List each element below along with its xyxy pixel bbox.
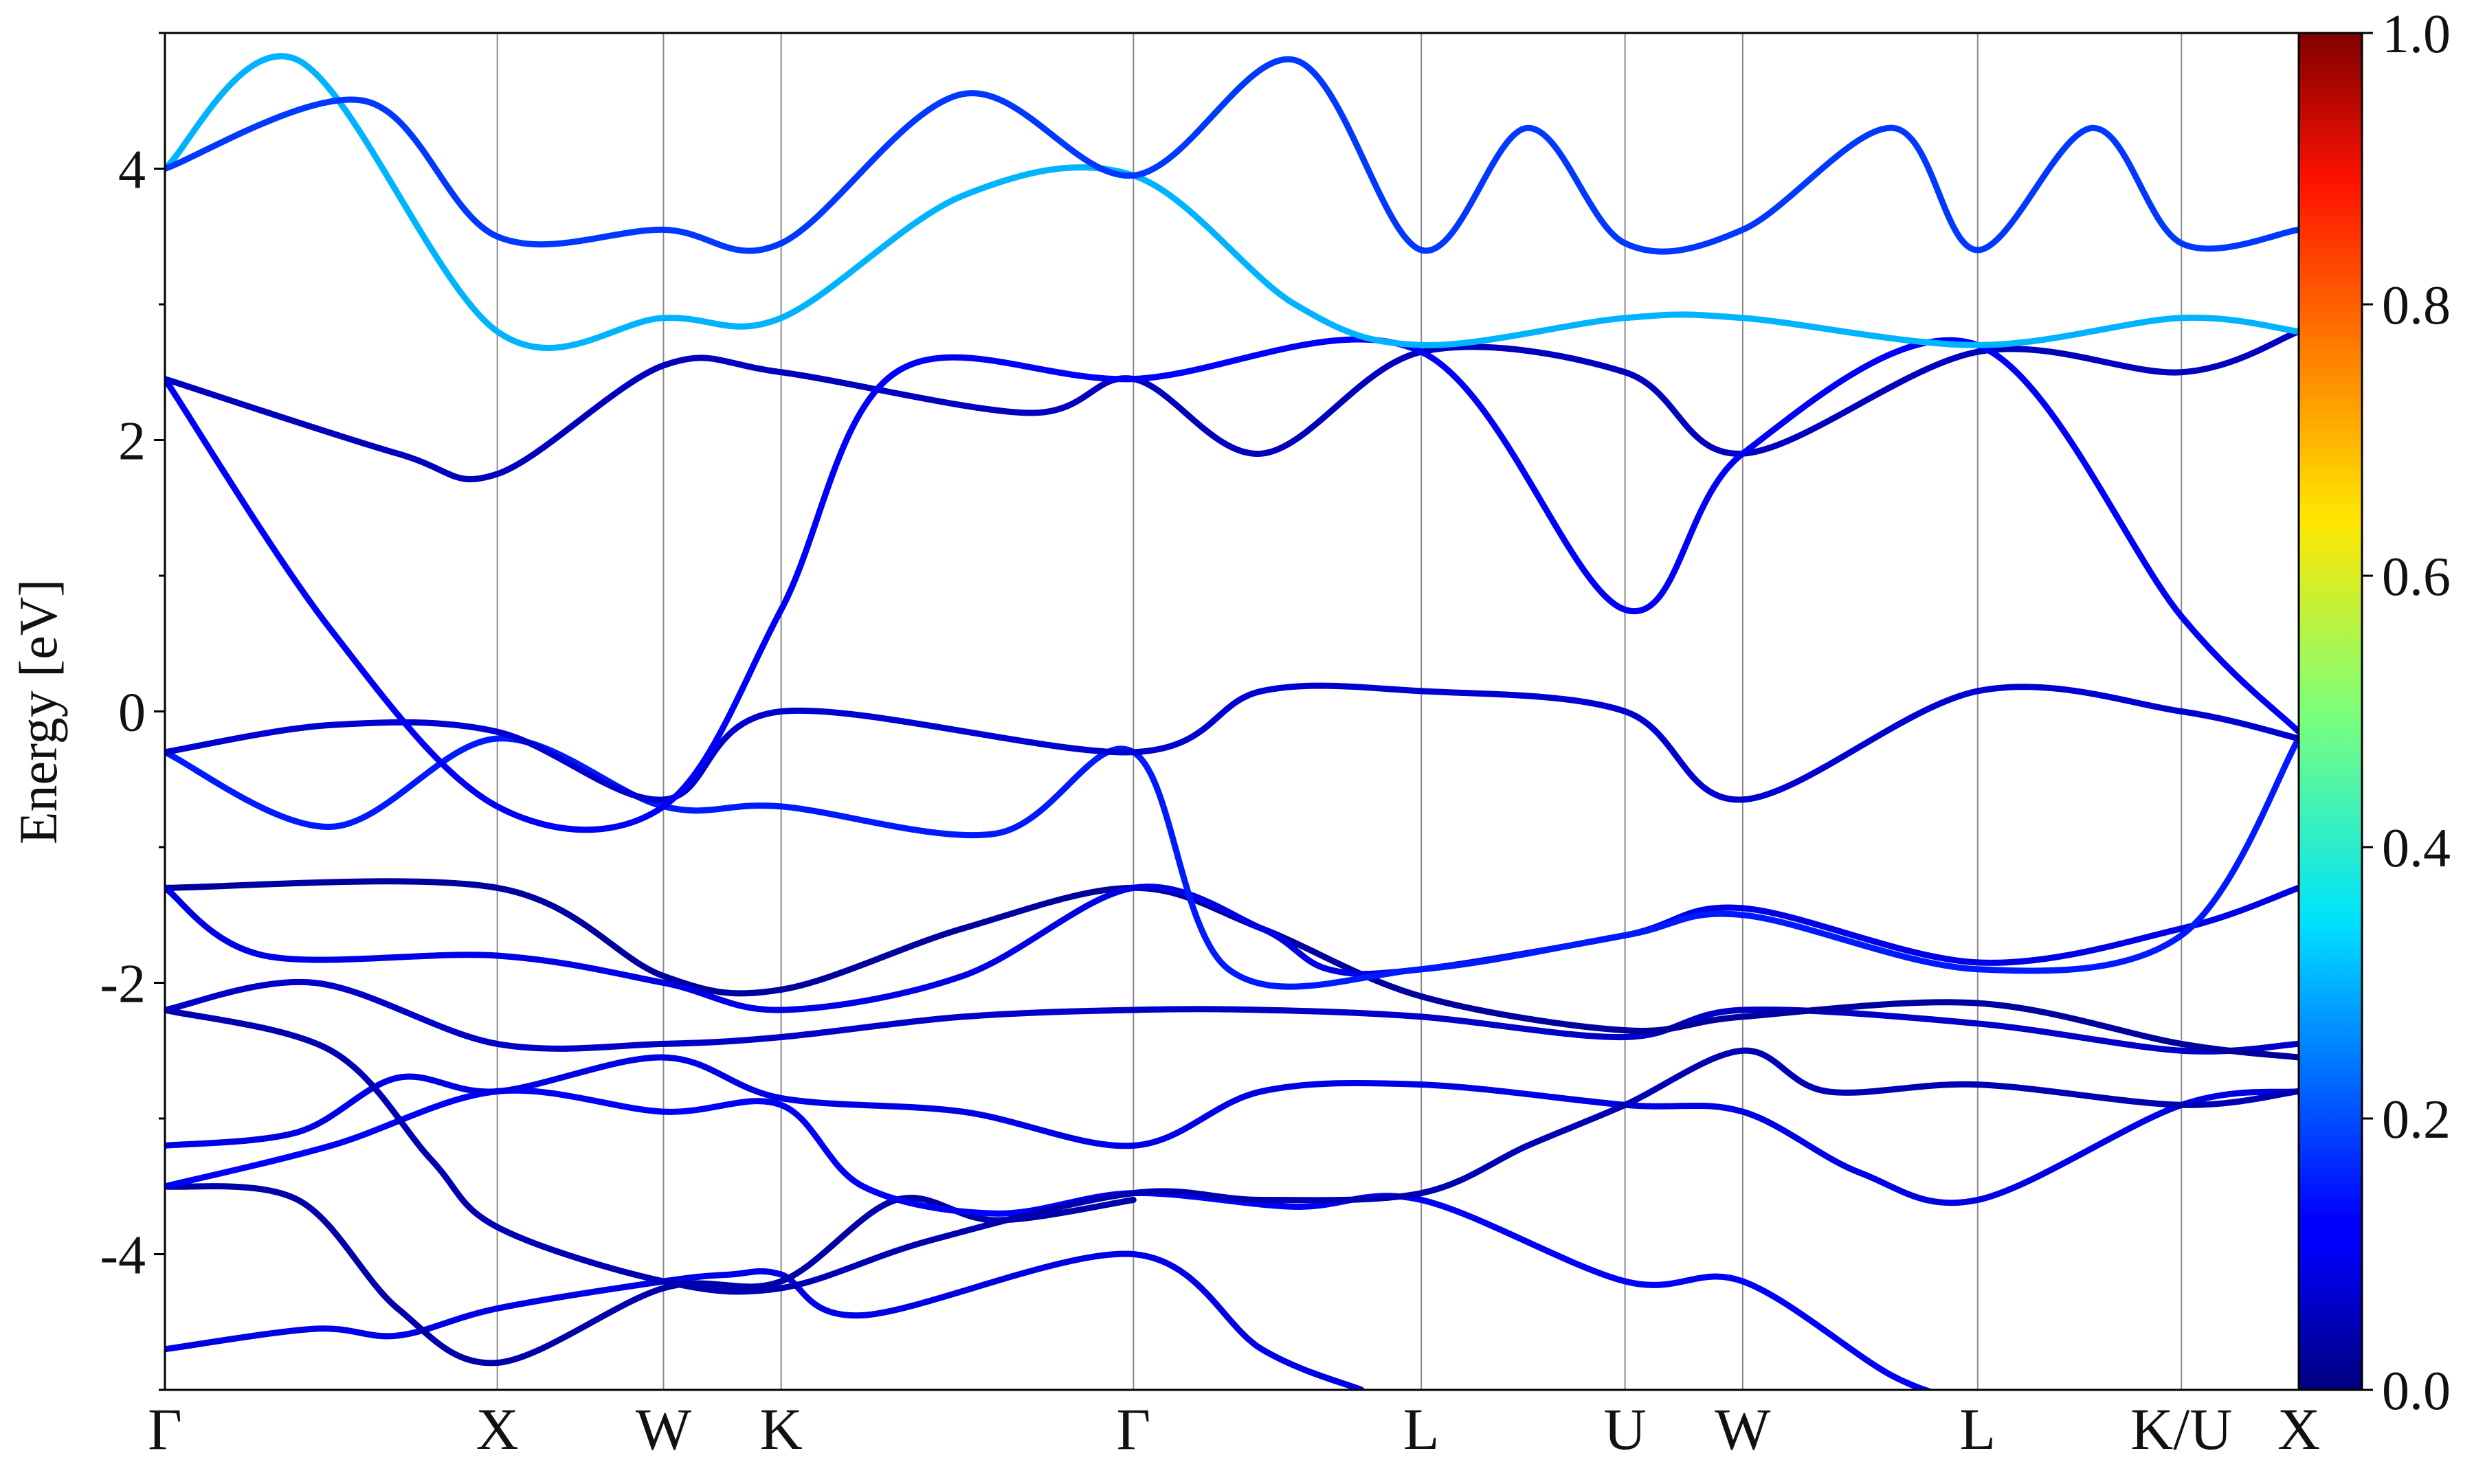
x-tick-label: X <box>476 1396 519 1462</box>
band-line <box>165 328 2299 482</box>
colorbar-tick-label: 0.8 <box>2382 276 2451 336</box>
x-tick-label: U <box>1604 1396 1647 1462</box>
band-line <box>165 1007 2299 1295</box>
x-tick-label: W <box>1715 1396 1770 1462</box>
plot-frame <box>164 32 2300 1391</box>
band-line <box>165 1054 2299 1206</box>
x-tick-label: L <box>1403 1396 1440 1462</box>
colorbar-tick-label: 1.0 <box>2382 4 2451 65</box>
y-tick-label: 0 <box>118 683 146 743</box>
x-tick-label: Γ <box>1116 1396 1150 1462</box>
x-tick-label: K/U <box>2130 1396 2232 1462</box>
colorbar-gradient <box>2297 32 2363 1391</box>
x-tick-label: Γ <box>148 1396 182 1462</box>
colorbar: 0.0 0.2 0.4 0.6 0.8 1.0 <box>2297 4 2451 1421</box>
band-line <box>165 979 2299 1055</box>
x-tick-label: X <box>2277 1396 2320 1462</box>
band-line <box>165 56 2299 255</box>
y-axis: -4 -2 0 2 4 <box>100 32 165 1391</box>
colorbar-tick-label: 0.2 <box>2382 1090 2451 1150</box>
x-tick-label: W <box>636 1396 691 1462</box>
y-tick-label: -4 <box>100 1226 146 1286</box>
y-tick-label: 4 <box>118 140 146 201</box>
x-axis: Γ X W K Γ L U W L K/U X <box>148 1396 2320 1462</box>
x-tick-label: K <box>760 1396 803 1462</box>
band-line <box>165 336 2299 833</box>
y-axis-label: Energy [eV] <box>8 579 68 844</box>
band-line <box>165 53 2299 351</box>
colorbar-tick-label: 0.4 <box>2382 818 2451 879</box>
band-line <box>165 884 2299 1013</box>
y-tick-label: 2 <box>118 412 146 472</box>
colorbar-tick-label: 0.6 <box>2382 547 2451 607</box>
x-tick-label: L <box>1960 1396 1996 1462</box>
band-line <box>165 682 2299 803</box>
bands <box>165 53 2299 1390</box>
band-line <box>165 735 2299 990</box>
colorbar-ticks: 0.0 0.2 0.4 0.6 0.8 1.0 <box>2362 4 2451 1421</box>
y-tick-label: -2 <box>100 954 146 1015</box>
band-line <box>165 1250 1365 1390</box>
colorbar-tick-label: 0.0 <box>2382 1361 2451 1421</box>
